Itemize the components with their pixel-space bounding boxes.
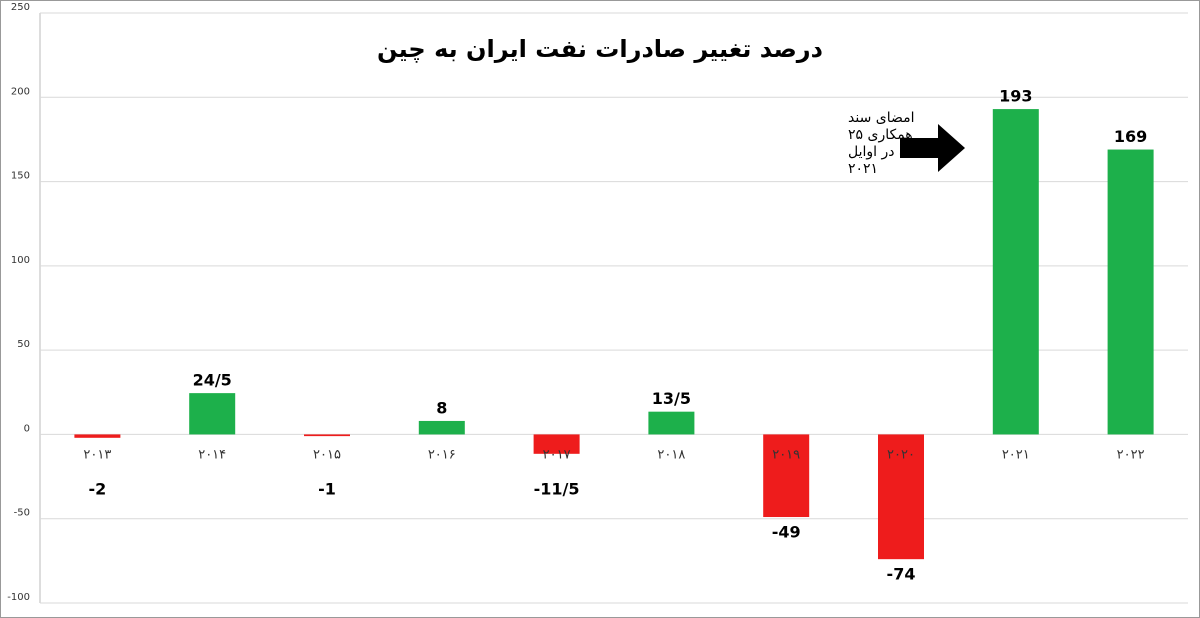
x-tick-label: ۲۰۱۷ (543, 448, 571, 463)
y-tick-label: 250 (11, 2, 30, 13)
value-label: -74 (887, 565, 916, 584)
annotation: امضای سند (848, 110, 915, 126)
bar (648, 411, 695, 435)
y-tick-label: 0 (24, 423, 30, 434)
value-label: 24/5 (193, 371, 232, 390)
x-tick-label: ۲۰۱۴ (198, 448, 226, 463)
bar (878, 434, 924, 560)
x-tick-label: ۲۰۲۲ (1117, 448, 1145, 463)
bar (418, 420, 465, 435)
annotation: همکاری ۲۵ (848, 127, 913, 143)
y-tick-label: 150 (11, 171, 30, 182)
bar (763, 434, 810, 518)
y-tick-label: -100 (7, 592, 30, 603)
bar (189, 393, 236, 435)
value-label: -49 (772, 523, 801, 542)
x-tick-label: ۲۰۱۳ (83, 448, 111, 463)
bar (304, 434, 350, 437)
x-tick-label: ۲۰۱۸ (657, 448, 685, 463)
arrow (900, 124, 965, 172)
bar (533, 434, 580, 454)
y-tick-label: 100 (11, 255, 30, 266)
x-tick-label: ۲۰۲۱ (1002, 448, 1030, 463)
value-label: -11/5 (534, 480, 580, 499)
y-tick-label: -50 (14, 508, 30, 519)
y-tick-label: 50 (17, 339, 30, 350)
annotation: ساله در اوایل (848, 144, 927, 160)
annotation: ۲۰۲۱ (848, 161, 878, 177)
value-label: -2 (89, 480, 107, 499)
y-tick-label: 200 (11, 86, 30, 97)
bar (74, 434, 121, 438)
x-tick-label: ۲۰۱۶ (428, 448, 456, 463)
chart-title: درصد تغییر صادرات نفت ایران به چین (377, 35, 823, 63)
value-label: 169 (1114, 127, 1147, 146)
bar (1107, 149, 1154, 435)
x-tick-label: ۲۰۱۵ (313, 448, 341, 463)
value-label: 8 (436, 398, 447, 417)
bar (992, 109, 1039, 435)
x-tick-label: ۲۰۲۰ (887, 448, 915, 463)
value-label: 13/5 (652, 389, 691, 408)
x-tick-label: ۲۰۱۹ (772, 448, 800, 463)
value-label: -1 (318, 480, 336, 499)
value-label: 193 (999, 87, 1032, 106)
